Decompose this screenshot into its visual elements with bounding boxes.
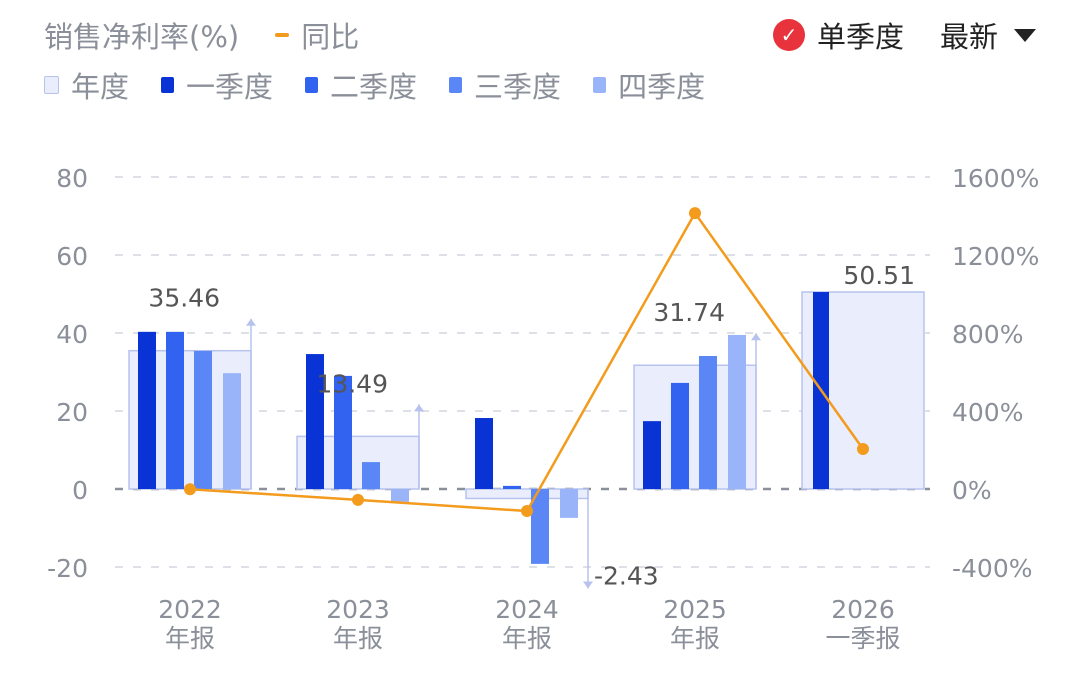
- quarter-bar: [560, 489, 578, 518]
- legend-label: 一季度: [186, 70, 274, 104]
- x-tick-label: 2022: [158, 595, 222, 624]
- legend-swatch: [161, 77, 175, 93]
- quarter-bar: [306, 354, 324, 489]
- x-tick-label: 年报: [670, 624, 720, 653]
- quarter-bar: [671, 382, 689, 489]
- y2-tick-label: 800%: [952, 320, 1023, 349]
- annual-value-label: 35.46: [148, 284, 220, 313]
- y-tick-label: 80: [56, 164, 88, 193]
- yoy-point: [352, 493, 364, 506]
- yoy-line: [189, 210, 865, 513]
- legend-swatch: [44, 76, 59, 94]
- legend: 年度 一季度 二季度 三季度 四季度: [44, 64, 737, 106]
- y-tick-label: 60: [56, 242, 88, 271]
- quarter-bar: [531, 489, 549, 564]
- legend-q2[interactable]: 二季度: [305, 64, 417, 106]
- x-tick-label: 2025: [663, 595, 727, 624]
- legend-q4[interactable]: 四季度: [593, 64, 705, 106]
- y2-tick-label: 1600%: [952, 164, 1039, 193]
- x-tick-label: 一季报: [825, 624, 900, 653]
- controls: ✓ 单季度 最新: [772, 14, 1036, 56]
- quarter-bar: [223, 373, 241, 489]
- legend-label: 年度: [71, 70, 130, 104]
- y-tick-label: 20: [56, 398, 88, 427]
- quarter-bar: [166, 331, 184, 489]
- check-icon[interactable]: ✓: [772, 19, 805, 51]
- quarter-bar: [503, 485, 521, 489]
- annual-value-label: 50.51: [843, 261, 915, 290]
- yoy-point: [689, 207, 701, 220]
- quarter-bar: [699, 356, 717, 489]
- annual-arrow-icon: [414, 404, 424, 412]
- annual-value-label: 31.74: [653, 298, 725, 327]
- dropdown-triangle-icon[interactable]: [1014, 28, 1036, 42]
- legend-swatch: [449, 77, 463, 93]
- yoy-legend-label: 同比: [301, 20, 360, 54]
- quarter-bar: [643, 421, 661, 489]
- y-tick-label: 0: [72, 476, 88, 505]
- legend-annual[interactable]: 年度: [44, 64, 129, 106]
- x-tick-label: 年报: [502, 624, 552, 653]
- x-tick-label: 2024: [495, 595, 559, 624]
- quarter-bar: [475, 418, 493, 489]
- y2-tick-label: 400%: [952, 398, 1023, 427]
- yoy-point: [184, 483, 196, 496]
- y2-tick-label: 0%: [952, 476, 992, 505]
- annual-arrow-icon: [751, 333, 761, 341]
- y2-tick-label: 1200%: [952, 242, 1039, 271]
- quarter-bar: [362, 462, 380, 489]
- y2-tick-label: -400%: [952, 554, 1033, 583]
- x-tick-label: 年报: [165, 624, 215, 653]
- legend-swatch: [305, 77, 319, 93]
- yoy-point: [521, 505, 533, 518]
- yoy-legend-marker: [275, 33, 290, 37]
- x-tick-label: 2023: [326, 595, 390, 624]
- x-tick-label: 2026: [831, 595, 895, 624]
- legend-q1[interactable]: 一季度: [161, 64, 273, 106]
- quarter-bar: [138, 331, 156, 489]
- chart-title-row: 销售净利率(%) 同比: [44, 14, 359, 56]
- sort-dropdown[interactable]: 最新: [939, 20, 998, 54]
- yoy-point: [857, 443, 869, 456]
- x-tick-label: 年报: [333, 624, 383, 653]
- annual-value-label: -2.43: [594, 561, 659, 590]
- quarter-bar: [728, 334, 746, 489]
- legend-label: 三季度: [474, 70, 562, 104]
- quarter-bar: [194, 350, 212, 489]
- quarter-bar: [391, 489, 409, 502]
- legend-swatch: [593, 77, 607, 93]
- chart-title: 销售净利率(%): [44, 20, 240, 54]
- legend-q3[interactable]: 三季度: [449, 64, 561, 106]
- annual-arrow-icon: [583, 581, 593, 589]
- y-tick-label: -20: [47, 554, 88, 583]
- legend-label: 二季度: [330, 70, 418, 104]
- single-quarter-toggle[interactable]: 单季度: [816, 20, 904, 54]
- y-tick-label: 40: [56, 320, 88, 349]
- quarter-bar: [334, 375, 352, 489]
- annual-value-label: 13.49: [316, 369, 388, 398]
- annual-arrow-icon: [246, 318, 256, 326]
- legend-label: 四季度: [618, 70, 706, 104]
